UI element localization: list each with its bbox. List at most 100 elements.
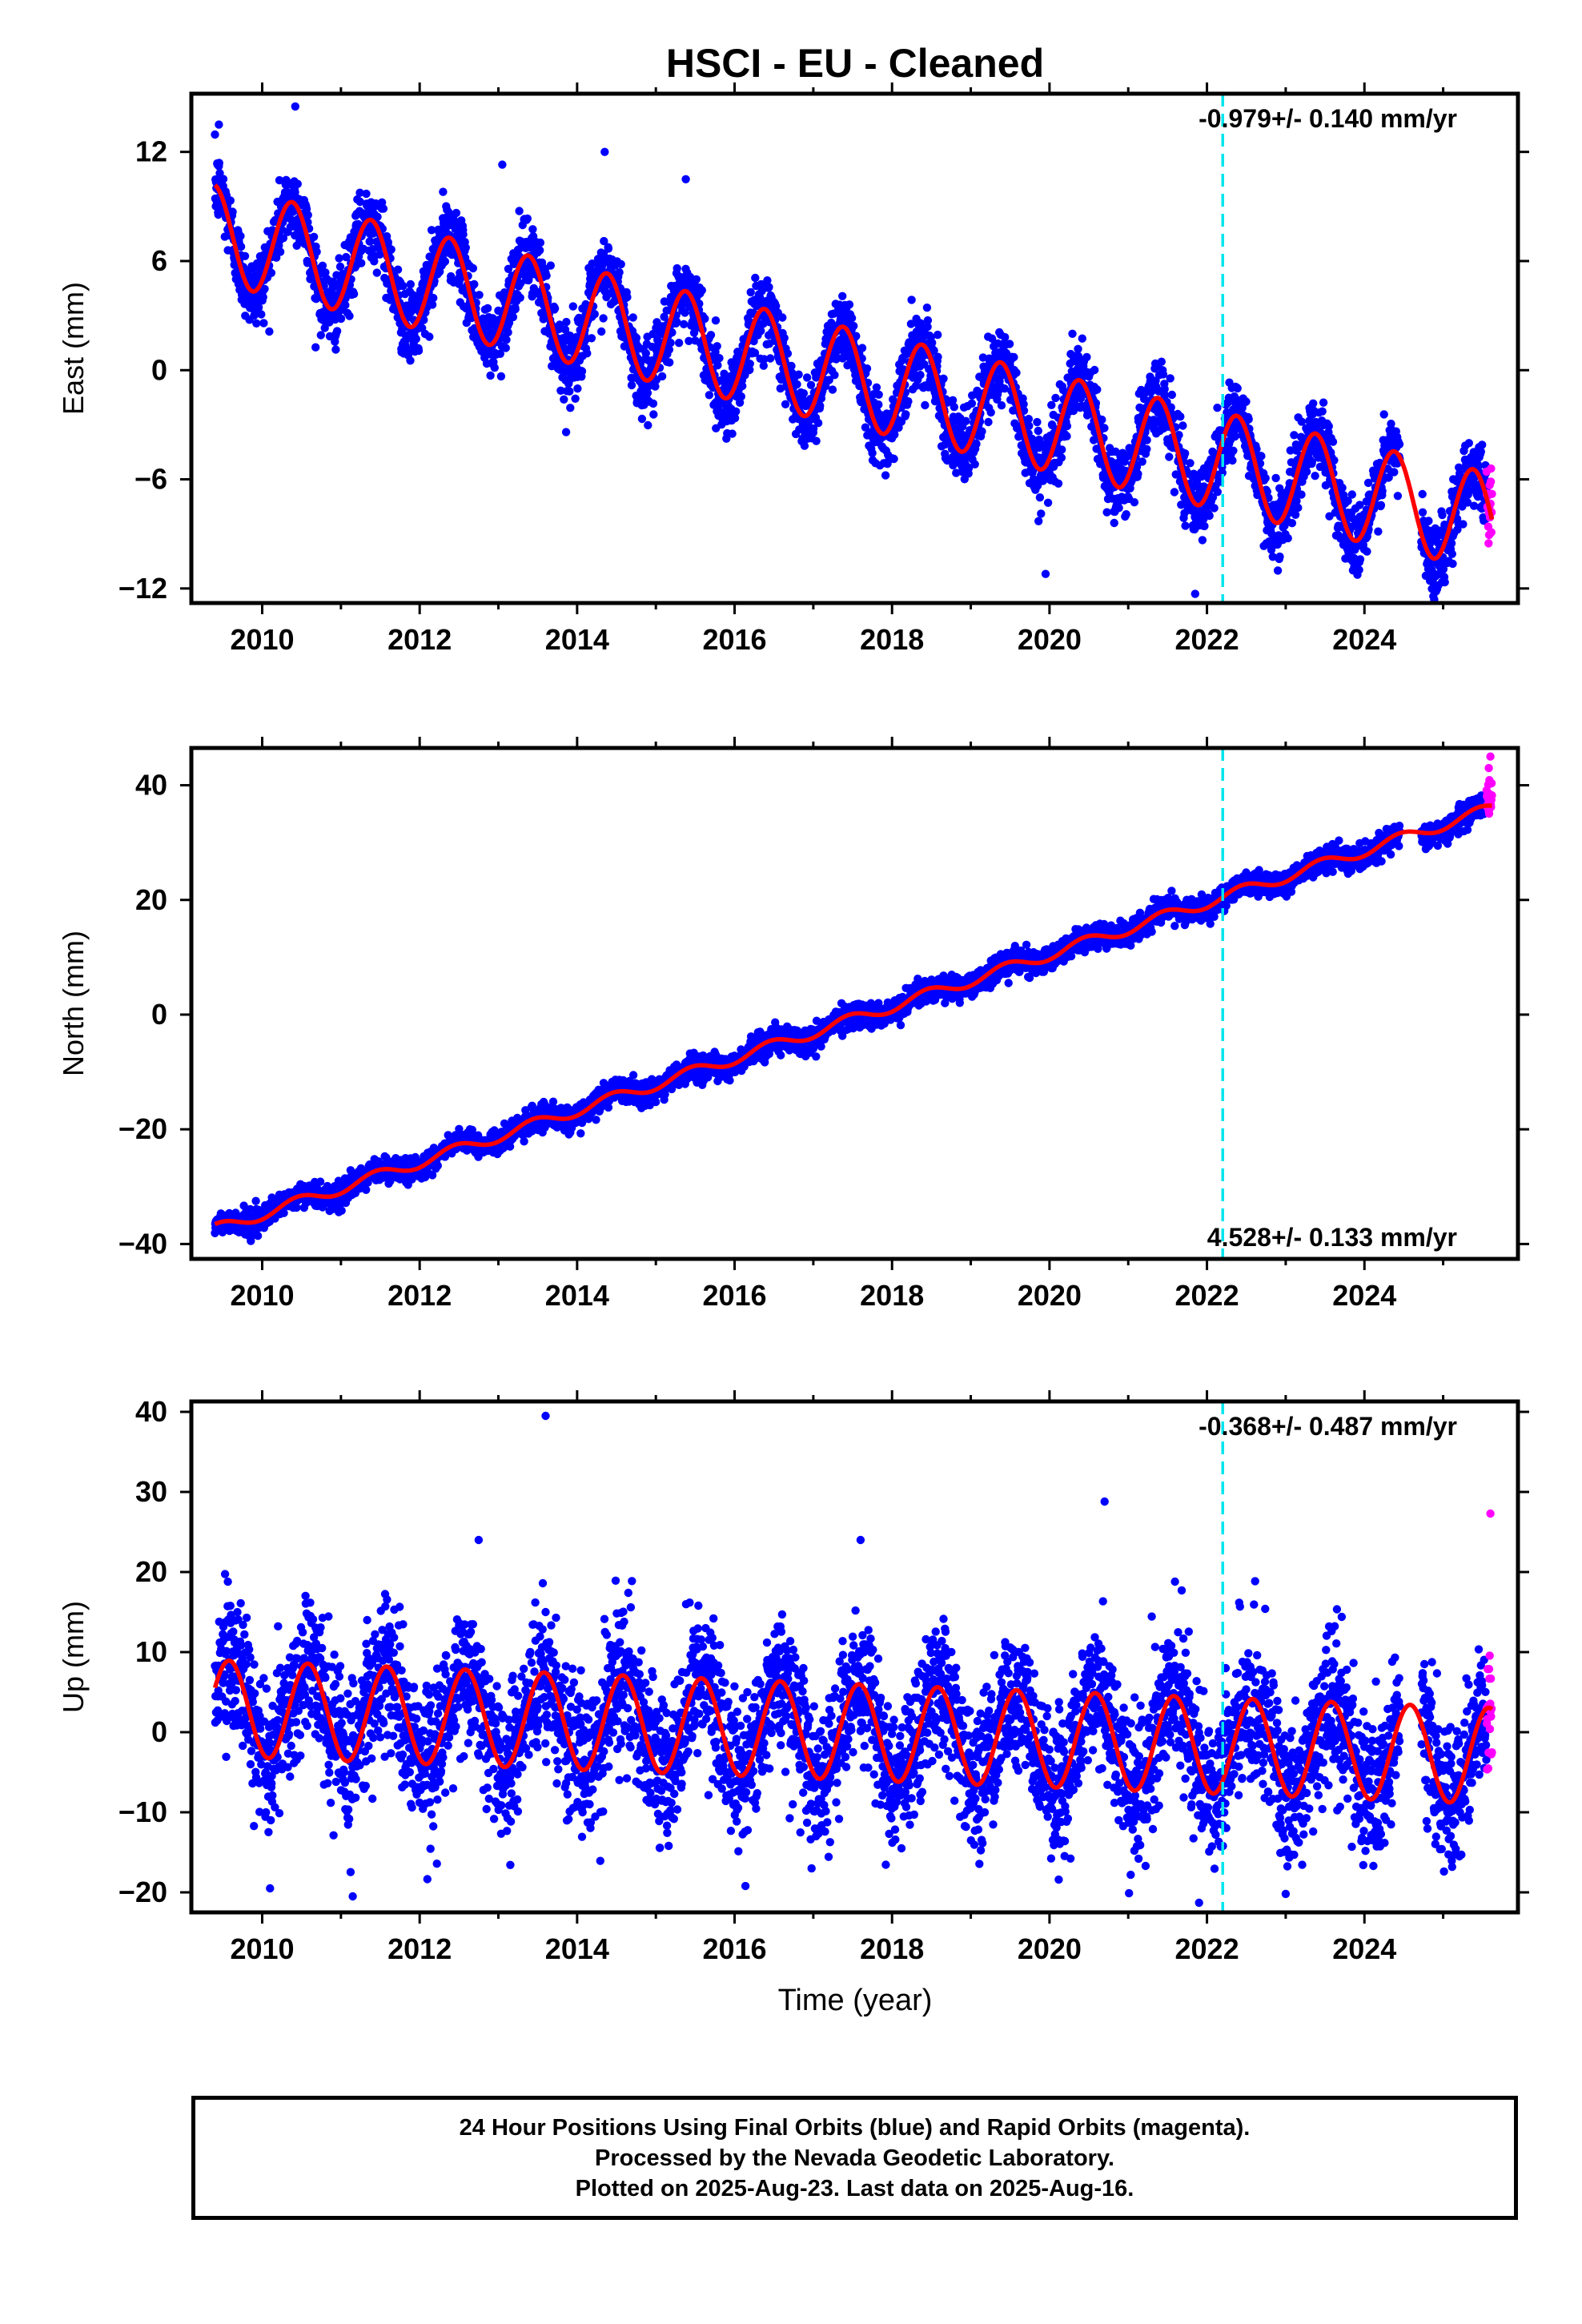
final-point xyxy=(847,314,857,323)
final-point xyxy=(830,371,839,380)
final-point xyxy=(560,337,569,346)
final-point xyxy=(1047,400,1056,409)
final-point xyxy=(470,279,479,289)
final-point xyxy=(252,319,261,328)
final-point xyxy=(1302,467,1311,476)
final-point xyxy=(428,300,437,309)
final-point xyxy=(459,230,468,239)
final-point xyxy=(236,242,246,251)
final-point xyxy=(772,302,781,311)
y-tick-label: −12 xyxy=(118,572,167,605)
final-point xyxy=(711,316,721,325)
final-point xyxy=(1328,437,1338,446)
final-point xyxy=(583,349,592,358)
final-point xyxy=(715,354,724,363)
final-point xyxy=(1157,357,1166,366)
x-tick-label: 2010 xyxy=(230,623,294,656)
final-point xyxy=(379,204,388,213)
final-point xyxy=(781,400,790,408)
final-point xyxy=(345,312,354,320)
final-point xyxy=(616,259,625,269)
final-point xyxy=(1424,517,1433,525)
final-point xyxy=(889,454,898,464)
final-point xyxy=(604,244,613,253)
data-points xyxy=(211,102,1496,603)
final-point xyxy=(1158,370,1168,379)
plot-area xyxy=(211,94,1496,603)
final-point xyxy=(665,358,674,367)
x-tick-label: 2022 xyxy=(1175,623,1239,656)
final-point xyxy=(923,316,933,325)
final-point xyxy=(427,226,436,235)
final-point xyxy=(315,1177,325,1186)
final-point xyxy=(730,413,740,423)
final-point xyxy=(320,324,329,332)
final-point xyxy=(874,390,883,399)
final-point xyxy=(986,408,995,417)
final-point xyxy=(1229,446,1238,455)
final-point xyxy=(1390,468,1399,476)
final-point xyxy=(666,338,675,348)
final-point xyxy=(679,320,689,328)
final-point xyxy=(674,339,684,348)
final-point xyxy=(637,414,647,424)
final-point xyxy=(1347,490,1357,499)
final-point xyxy=(812,436,821,445)
final-point xyxy=(1283,533,1292,543)
final-point xyxy=(1418,508,1427,517)
outlier-point xyxy=(600,147,609,156)
final-point xyxy=(643,388,652,397)
final-point xyxy=(701,314,709,324)
y-tick-label: 12 xyxy=(135,135,167,168)
panel-north: 2010 2012 2014 2016 2018 2020 2022 202440200−20… xyxy=(57,737,1529,1312)
final-point xyxy=(907,296,916,304)
final-point xyxy=(1395,440,1404,448)
final-point xyxy=(890,430,899,439)
rapid-point xyxy=(1487,464,1496,473)
final-point xyxy=(260,284,269,293)
final-point xyxy=(1037,509,1046,518)
final-point xyxy=(240,251,250,260)
final-point xyxy=(868,448,877,457)
final-point xyxy=(272,253,281,262)
final-point xyxy=(1130,498,1139,507)
final-point xyxy=(1213,404,1222,412)
final-point xyxy=(523,214,532,223)
final-point xyxy=(1142,436,1151,444)
final-point xyxy=(362,189,371,199)
final-point xyxy=(1034,426,1043,436)
final-point xyxy=(1005,340,1014,348)
panel-east: 2010 2012 2014 2016 2018 2020 2022 20241260−6−1… xyxy=(57,82,1529,656)
final-point xyxy=(1012,368,1021,377)
final-point xyxy=(1167,390,1177,400)
final-point xyxy=(809,424,818,433)
final-point xyxy=(375,250,384,259)
final-point xyxy=(1447,539,1456,548)
final-point xyxy=(542,271,551,280)
final-point xyxy=(930,346,938,355)
final-point xyxy=(331,345,340,354)
final-point xyxy=(597,327,606,336)
final-point xyxy=(627,380,636,390)
final-point xyxy=(705,391,714,400)
final-point xyxy=(291,187,299,197)
x-tick-label: 2014 xyxy=(545,623,609,656)
final-point xyxy=(1271,473,1280,483)
final-point xyxy=(1142,444,1151,453)
rate-label: -0.979+/- 0.140 mm/yr xyxy=(1199,104,1457,133)
final-point xyxy=(501,344,510,352)
final-point xyxy=(623,292,632,302)
final-point xyxy=(504,328,512,337)
final-point xyxy=(496,372,506,381)
final-point xyxy=(766,354,775,363)
final-point xyxy=(849,321,858,331)
final-point xyxy=(461,243,470,252)
final-point xyxy=(970,460,979,468)
final-point xyxy=(590,310,599,319)
final-point xyxy=(737,392,745,401)
final-point xyxy=(997,401,1006,410)
final-point xyxy=(355,188,364,197)
final-point xyxy=(1134,469,1142,478)
final-point xyxy=(309,232,319,241)
rapid-point xyxy=(1488,489,1496,498)
